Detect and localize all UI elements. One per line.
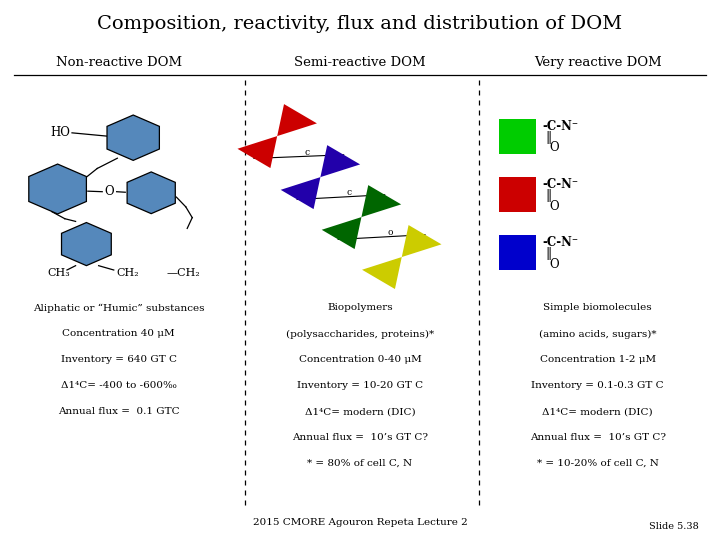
Text: Semi-reactive DOM: Semi-reactive DOM (294, 56, 426, 69)
Text: ‖: ‖ (546, 131, 552, 144)
Polygon shape (107, 115, 159, 160)
Text: Δ1⁴C= modern (DIC): Δ1⁴C= modern (DIC) (305, 407, 415, 416)
Text: O: O (549, 200, 559, 213)
Text: —CH₂: —CH₂ (167, 268, 200, 278)
Text: -C-N⁻: -C-N⁻ (542, 237, 578, 249)
Text: Simple biomolecules: Simple biomolecules (544, 303, 652, 313)
Text: Composition, reactivity, flux and distribution of DOM: Composition, reactivity, flux and distri… (97, 15, 623, 33)
Text: Non-reactive DOM: Non-reactive DOM (55, 56, 182, 69)
Text: Biopolymers: Biopolymers (327, 303, 393, 313)
Text: -C-N⁻: -C-N⁻ (542, 120, 578, 133)
Polygon shape (29, 164, 86, 214)
Text: CH₂: CH₂ (117, 268, 140, 278)
Text: Δ1⁴C= -400 to -600‰: Δ1⁴C= -400 to -600‰ (60, 381, 177, 390)
Text: -C-N⁻: -C-N⁻ (542, 178, 578, 191)
Text: Very reactive DOM: Very reactive DOM (534, 56, 662, 69)
Text: Inventory = 0.1-0.3 GT C: Inventory = 0.1-0.3 GT C (531, 381, 664, 390)
Text: Δ1⁴C= modern (DIC): Δ1⁴C= modern (DIC) (542, 407, 653, 416)
Polygon shape (238, 104, 317, 168)
Text: Inventory = 10-20 GT C: Inventory = 10-20 GT C (297, 381, 423, 390)
Text: ‖: ‖ (546, 189, 552, 202)
Polygon shape (281, 145, 360, 209)
Text: Concentration 0-40 μM: Concentration 0-40 μM (299, 355, 421, 364)
Text: (polysaccharides, proteins)*: (polysaccharides, proteins)* (286, 329, 434, 339)
Text: c: c (305, 148, 310, 157)
Bar (499, 119, 536, 153)
Text: Aliphatic or “Humic” substances: Aliphatic or “Humic” substances (33, 303, 204, 313)
Text: CH₃: CH₃ (48, 268, 71, 278)
Text: O: O (549, 141, 559, 154)
Text: Inventory = 640 GT C: Inventory = 640 GT C (60, 355, 177, 364)
Text: O: O (549, 258, 559, 271)
Text: o: o (387, 228, 393, 237)
Polygon shape (127, 172, 175, 214)
Text: Annual flux =  10’s GT C?: Annual flux = 10’s GT C? (292, 433, 428, 442)
Polygon shape (61, 222, 112, 266)
Text: (amino acids, sugars)*: (amino acids, sugars)* (539, 329, 657, 339)
Text: c: c (347, 188, 352, 197)
Text: HO: HO (50, 126, 71, 139)
Polygon shape (362, 225, 441, 289)
Polygon shape (322, 185, 401, 249)
Text: Concentration 40 μM: Concentration 40 μM (63, 329, 175, 339)
Bar (499, 235, 536, 270)
Text: * = 10-20% of cell C, N: * = 10-20% of cell C, N (536, 459, 659, 468)
Text: Annual flux =  10’s GT C?: Annual flux = 10’s GT C? (530, 433, 665, 442)
Text: * = 80% of cell C, N: * = 80% of cell C, N (307, 459, 413, 468)
Text: Concentration 1-2 μM: Concentration 1-2 μM (539, 355, 656, 364)
Text: Annual flux =  0.1 GTC: Annual flux = 0.1 GTC (58, 407, 179, 416)
Text: ‖: ‖ (546, 247, 552, 260)
Text: Slide 5.38: Slide 5.38 (649, 522, 698, 531)
Bar (499, 177, 536, 212)
Text: 2015 CMORE Agouron Repeta Lecture 2: 2015 CMORE Agouron Repeta Lecture 2 (253, 518, 467, 527)
Text: O: O (104, 185, 114, 198)
